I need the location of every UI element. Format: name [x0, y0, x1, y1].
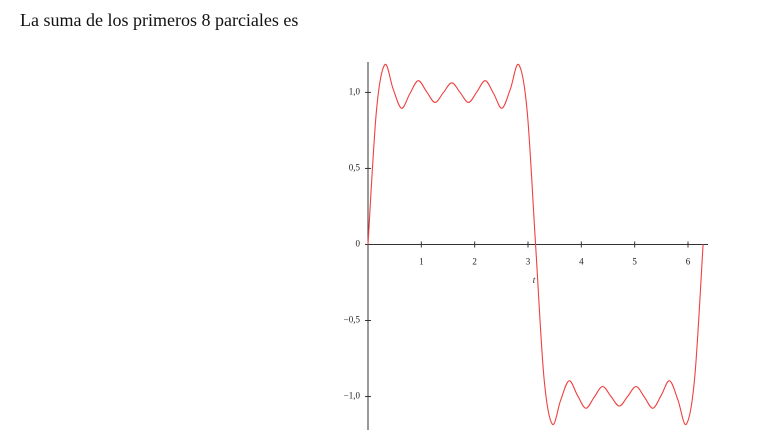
x-tick-label: 2 — [472, 257, 477, 267]
x-tick-label: 3 — [526, 257, 531, 267]
y-tick-label: 1,0 — [349, 86, 361, 96]
series-line — [367, 63, 704, 426]
heading: La suma de los primeros 8 parciales es — [20, 10, 299, 30]
y-tick-label: −1,0 — [344, 391, 361, 401]
x-tick-label: 6 — [686, 257, 691, 267]
x-tick-label: 5 — [632, 257, 637, 267]
x-tick-label: 4 — [579, 257, 584, 267]
y-tick-label: 0 — [356, 239, 361, 249]
y-tick-label: −0,5 — [344, 315, 361, 325]
y-tick-label: 0,5 — [349, 163, 361, 173]
x-axis-label: t — [533, 275, 536, 285]
x-tick-label: 1 — [419, 257, 424, 267]
